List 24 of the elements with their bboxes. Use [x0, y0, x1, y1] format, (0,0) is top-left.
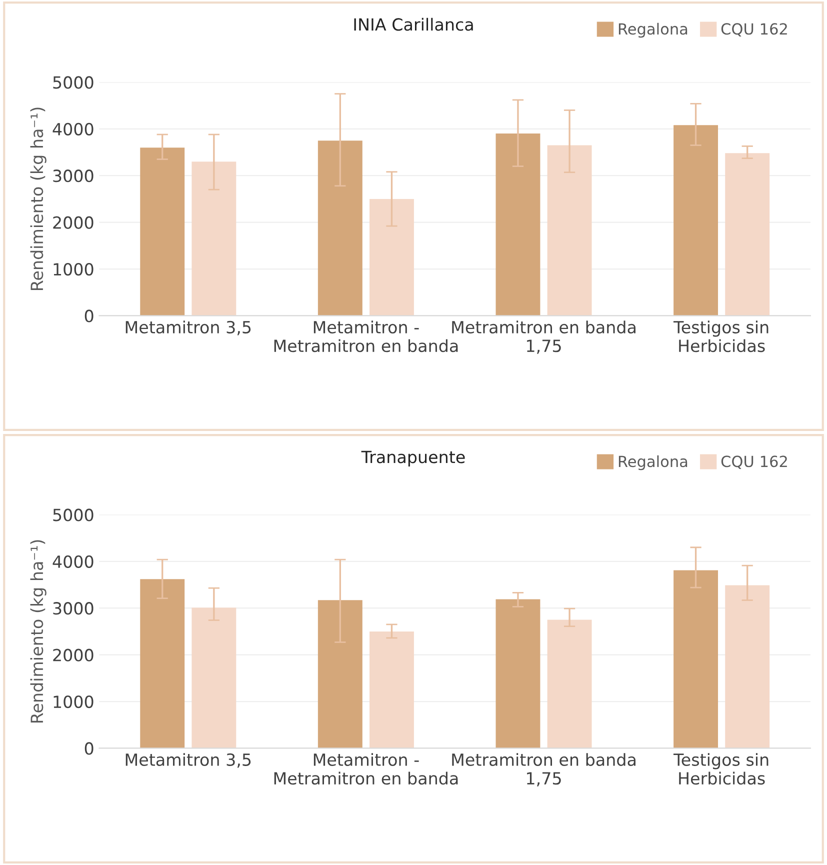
y-tick-label: 5000 [53, 508, 94, 522]
y-tick-label: 2000 [53, 648, 94, 662]
x-tick-label: Testigos sin Herbicidas [673, 753, 768, 785]
y-tick-label: 1000 [54, 695, 94, 708]
legend-label: CQU 162 [721, 456, 787, 469]
chart-title: Tranapuente [361, 450, 465, 467]
y-tick-label: 0 [84, 310, 94, 322]
legend-label: Regalona [618, 455, 688, 470]
legend-label: Regalona [618, 22, 688, 38]
y-axis-title: Rendimiento (kg ha⁻¹) [30, 108, 46, 290]
y-tick-label: 3000 [53, 602, 94, 615]
y-axis-title: Rendimiento (kg ha⁻¹) [30, 540, 46, 722]
x-tick-label: Metamitron 3,5 [126, 320, 251, 336]
y-tick-label: 2000 [53, 216, 94, 229]
chart-title: INIA Carillanca [354, 18, 473, 31]
y-tick-label: 4000 [52, 122, 94, 136]
legend-label: CQU 162 [721, 23, 787, 36]
y-tick-label: 0 [84, 742, 94, 755]
y-tick-label: 3000 [53, 170, 94, 182]
x-tick-label: Metamitron 3,5 [126, 753, 251, 768]
x-tick-label: Testigos sin Herbicidas [673, 320, 768, 352]
y-tick-label: 4000 [52, 555, 94, 568]
y-tick-label: 5000 [53, 76, 94, 89]
y-tick-label: 1000 [54, 262, 94, 276]
